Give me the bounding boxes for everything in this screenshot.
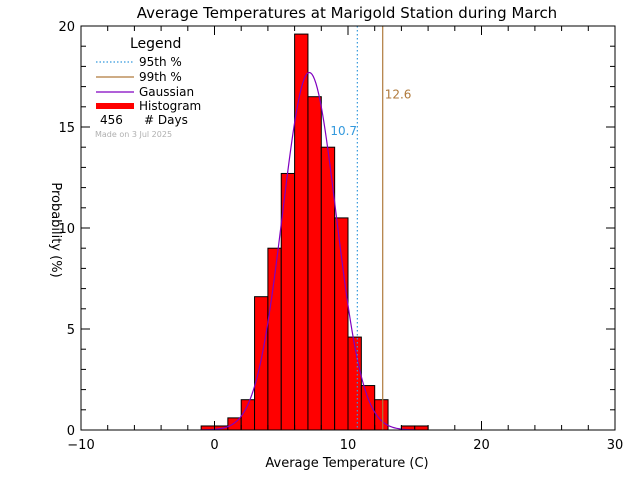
made-on-note: Made on 3 Jul 2025 [95,130,172,139]
histogram-bar-7 [294,33,309,431]
y-tick-label: 0 [67,424,75,439]
histogram-bar-11 [347,336,362,431]
histogram-bar-2 [227,417,242,431]
x-tick-label: 30 [607,438,624,453]
legend-title: Legend [130,36,181,52]
chart-title: Average Temperatures at Marigold Station… [137,4,557,22]
legend: Legend 95th % 99th % Gaussian Histogram … [95,36,201,139]
legend-days-label: # Days [144,113,188,127]
histogram-bar-4 [254,296,269,431]
x-axis-label: Average Temperature (C) [265,456,428,471]
legend-histogram-label: Histogram [139,99,201,113]
x-axis-ticks: −10 0 10 20 30 [67,26,623,453]
histogram-bar-8 [307,96,322,431]
legend-95th-label: 95th % [139,55,182,69]
percentile-95-label: 10.7 [330,124,357,138]
x-tick-label: 20 [473,438,490,453]
y-tick-label: 10 [58,222,75,237]
gaussian-curve [201,71,415,431]
legend-gaussian-label: Gaussian [139,85,194,99]
y-tick-label: 20 [58,20,75,35]
y-tick-label: 15 [58,121,75,136]
y-tick-label: 5 [67,323,75,338]
y-axis-label: Probability (%) [48,182,63,277]
x-tick-label: 10 [340,438,357,453]
legend-99th-label: 99th % [139,70,182,84]
percentile-99-label: 12.6 [385,88,412,102]
legend-days-count: 456 [100,113,123,127]
y-axis-ticks: 0 5 10 15 20 [58,20,615,439]
plot-area: 10.7 12.6 [80,25,616,431]
x-tick-label: −10 [67,438,94,453]
x-tick-label: 0 [210,438,218,453]
histogram-bar-15 [414,425,429,431]
histogram-bar-10 [334,217,349,431]
